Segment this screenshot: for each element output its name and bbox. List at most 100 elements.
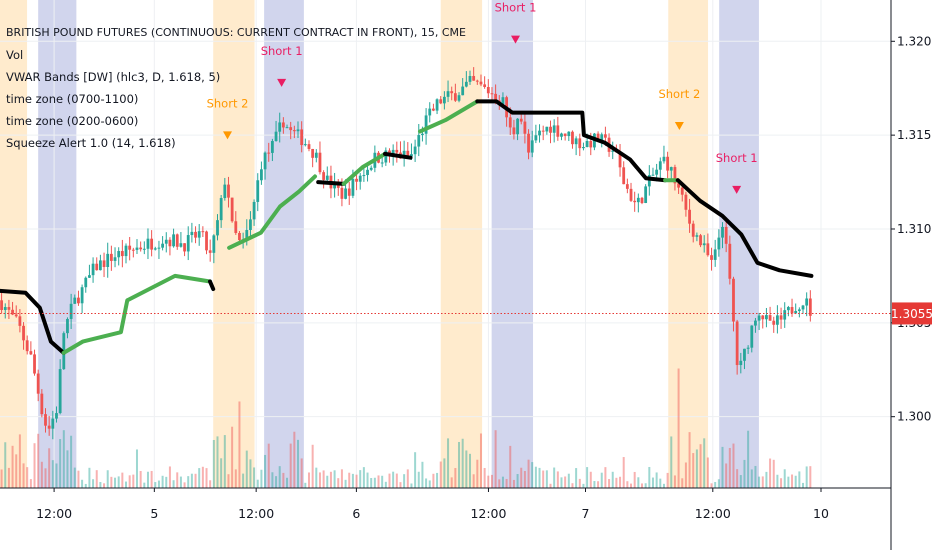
volume-bar	[681, 478, 684, 488]
volume-bar	[520, 467, 523, 488]
y-tick-label: 1.3200	[897, 34, 932, 48]
volume-bar	[114, 477, 117, 488]
volume-bar	[703, 438, 706, 488]
candle-body	[618, 152, 622, 168]
last-price-badge-text: 1.3055	[891, 307, 932, 321]
volume-bar	[479, 433, 482, 488]
candle-body	[640, 197, 644, 204]
volume-bar	[721, 446, 724, 488]
volume-bar	[575, 468, 578, 488]
candle-body	[340, 187, 344, 199]
candle-body	[677, 183, 680, 188]
volume-bar	[608, 479, 611, 488]
volume-bar	[355, 474, 358, 488]
indicator-vol[interactable]: Vol	[6, 48, 24, 62]
candle-body	[761, 315, 765, 320]
candle-body	[765, 315, 768, 320]
volume-bar	[765, 471, 768, 488]
candle-body	[461, 86, 465, 96]
volume-bar	[44, 468, 47, 488]
candle-body	[406, 150, 410, 157]
volume-bar	[55, 463, 58, 488]
volume-bar	[48, 448, 51, 488]
volume-bar	[168, 466, 171, 488]
volume-bar	[26, 467, 29, 488]
candle-body	[457, 95, 461, 101]
candle-body	[706, 243, 710, 256]
candle-body	[296, 129, 300, 132]
volume-bar	[615, 477, 618, 488]
volume-bar	[223, 435, 226, 488]
candle-body	[801, 305, 805, 310]
volume-bar	[747, 430, 750, 488]
volume-bar	[769, 458, 772, 488]
candle-body	[450, 91, 454, 94]
volume-bar	[340, 469, 343, 488]
volume-bar	[743, 459, 746, 488]
candle-body	[724, 226, 728, 244]
candle-body	[442, 96, 446, 104]
candle-body	[14, 314, 18, 317]
volume-bar	[15, 454, 18, 488]
x-tick-label: 10	[813, 506, 829, 521]
vwap-segment-down	[316, 180, 346, 186]
candle-body	[439, 99, 443, 104]
volume-bar	[359, 470, 362, 488]
candle-body	[585, 140, 589, 148]
volume-bar	[699, 444, 702, 488]
volume-bar	[772, 459, 775, 488]
volume-bar	[212, 439, 215, 488]
volume-bar	[209, 480, 212, 488]
candle-body	[234, 221, 238, 233]
vwap-segment-down	[0, 288, 66, 355]
volume-bar	[637, 477, 640, 488]
candle-body	[7, 307, 11, 310]
volume-bar	[40, 461, 43, 488]
volume-bar	[655, 472, 658, 488]
candle-body	[527, 133, 530, 153]
indicator-squeeze-alert[interactable]: Squeeze Alert 1.0 (14, 1.618)	[6, 136, 176, 150]
volume-bar	[633, 471, 636, 488]
candle-body	[80, 287, 84, 304]
candle-body	[307, 144, 311, 149]
candle-body	[69, 303, 73, 319]
volume-bar	[264, 454, 267, 488]
candle-body	[303, 144, 307, 146]
volume-bar	[70, 435, 73, 488]
volume-bar	[798, 471, 801, 488]
volume-bar	[348, 472, 351, 488]
volume-bar	[490, 474, 493, 488]
candle-body	[695, 235, 699, 237]
indicator-time-zone-0700[interactable]: time zone (0700-1100)	[6, 92, 139, 106]
candle-body	[666, 156, 670, 171]
indicator-time-zone-0200[interactable]: time zone (0200-0600)	[6, 114, 139, 128]
candle-body	[51, 418, 55, 429]
volume-bar	[286, 477, 289, 488]
volume-bar	[622, 457, 625, 488]
candle-body	[36, 373, 40, 394]
candle-body	[292, 130, 296, 132]
candle-body	[66, 318, 69, 334]
x-tick-label: 6	[352, 506, 360, 521]
candle-body	[314, 152, 318, 158]
volume-bar	[311, 444, 314, 488]
volume-bar	[220, 458, 223, 488]
volume-bar	[121, 472, 124, 488]
volume-bar	[512, 479, 515, 488]
volume-bar	[436, 472, 439, 488]
chart-title: BRITISH POUND FUTURES (CONTINUOUS: CURRE…	[6, 26, 466, 39]
volume-bar	[666, 472, 669, 488]
volume-bar	[549, 483, 552, 488]
volume-bar	[125, 481, 128, 488]
y-tick-label: 1.3000	[897, 410, 932, 424]
volume-bar	[253, 467, 256, 488]
candle-body	[58, 369, 62, 414]
candle-body	[366, 169, 369, 176]
indicator-vwar-bands[interactable]: VWAR Bands [DW] (hlc3, D, 1.618, 5)	[6, 70, 221, 84]
candle-body	[424, 115, 428, 134]
candle-body	[600, 134, 604, 142]
candle-body	[472, 76, 476, 81]
candle-body	[622, 167, 626, 185]
volume-bar	[249, 459, 252, 488]
